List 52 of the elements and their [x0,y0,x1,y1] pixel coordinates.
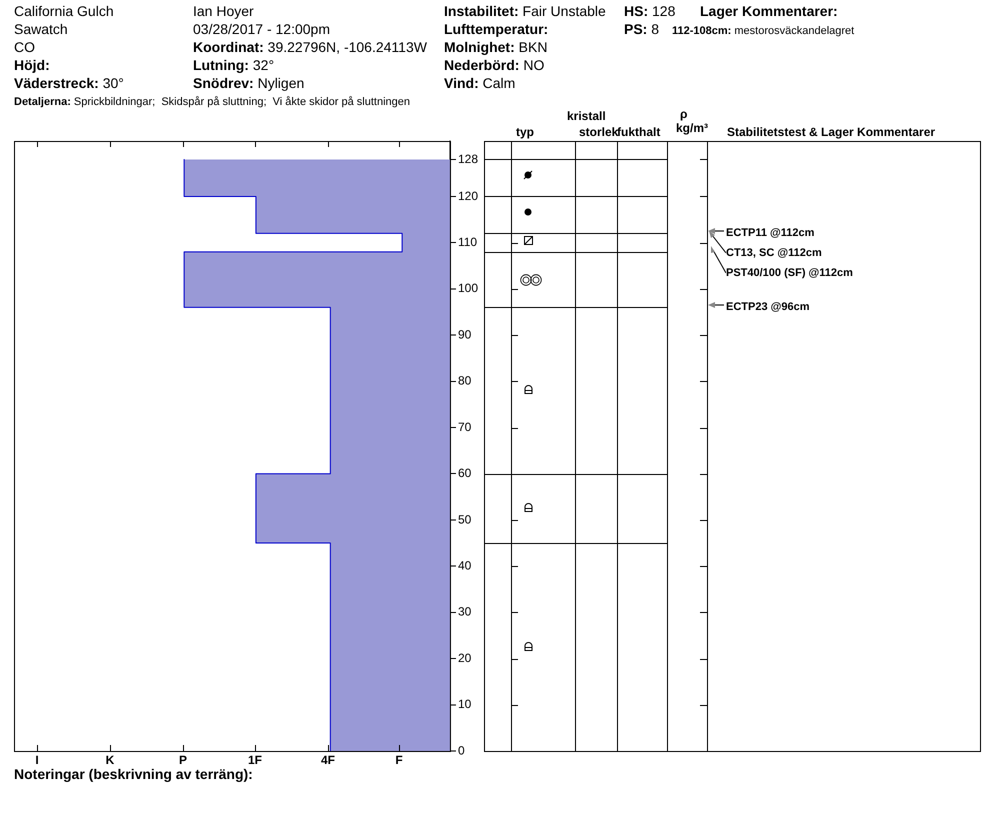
y-tick-label: 128 [458,152,478,166]
y-tick-label: 120 [458,188,478,203]
text: CO [14,39,35,55]
text: K [106,753,114,767]
text: Lager Kommentarer: [700,3,838,19]
text: ρ [680,107,688,121]
text: Vind: Calm [444,75,516,91]
text: storlek [579,125,618,139]
text: CT13, SC @112cm [726,247,822,259]
y-tick-label: 30 [458,604,472,619]
text: Snödrev: Nyligen [193,75,304,91]
text: Detaljerna: Sprickbildningar; Skidspår på sluttning; Vi åkte skidor på sluttningen [14,96,410,108]
text: Noteringar (beskrivning av terräng): [14,766,253,782]
text: PST40/100 (SF) @112cm [726,267,853,279]
text: HS: 128 [624,3,676,19]
text: PS: 8 [624,21,660,37]
text: ECTP11 @112cm [726,227,814,239]
text: 112-108cm: mestorosväckandelagret [672,25,854,37]
text: Sawatch [14,21,68,37]
text: Väderstreck: 30° [14,75,124,91]
y-tick-label: 110 [458,234,478,249]
text: kristall [567,109,606,123]
text: F [395,753,403,767]
text: fukthalt [617,125,660,139]
y-tick-label: 100 [458,281,478,296]
text: 4F [320,753,336,767]
y-tick-label: 70 [458,420,472,434]
text: 03/28/2017 - 12:00pm [193,21,330,37]
y-tick-label: 60 [458,466,472,480]
y-tick-label: 50 [458,512,472,526]
text: 1F [248,753,262,767]
text: kg/m³ [676,121,708,135]
text: P [178,753,188,767]
text: Ian Hoyer [193,3,254,19]
y-tick-label: 10 [458,697,472,712]
text: Höjd: [14,57,50,73]
text: Molnighet: BKN [444,39,548,55]
text: ECTP23 @96cm [726,301,810,313]
text: Koordinat: 39.22796N, -106.24113W [193,39,427,55]
text: Lufttemperatur: [444,21,548,37]
text: I [35,753,39,767]
text: California Gulch [14,3,114,19]
text: typ [516,125,534,139]
y-tick-label: 80 [458,374,472,388]
y-tick-label: 90 [458,327,472,342]
text: Instabilitet: Fair Unstable [444,3,606,19]
text: Stabilitetstest & Lager Kommentarer [727,125,936,139]
text: Lutning: 32° [193,57,274,73]
y-tick-label: 40 [458,558,472,572]
y-tick-label: 0 [458,743,465,758]
y-tick-label: 20 [458,650,472,665]
text: Nederbörd: NO [444,57,544,73]
